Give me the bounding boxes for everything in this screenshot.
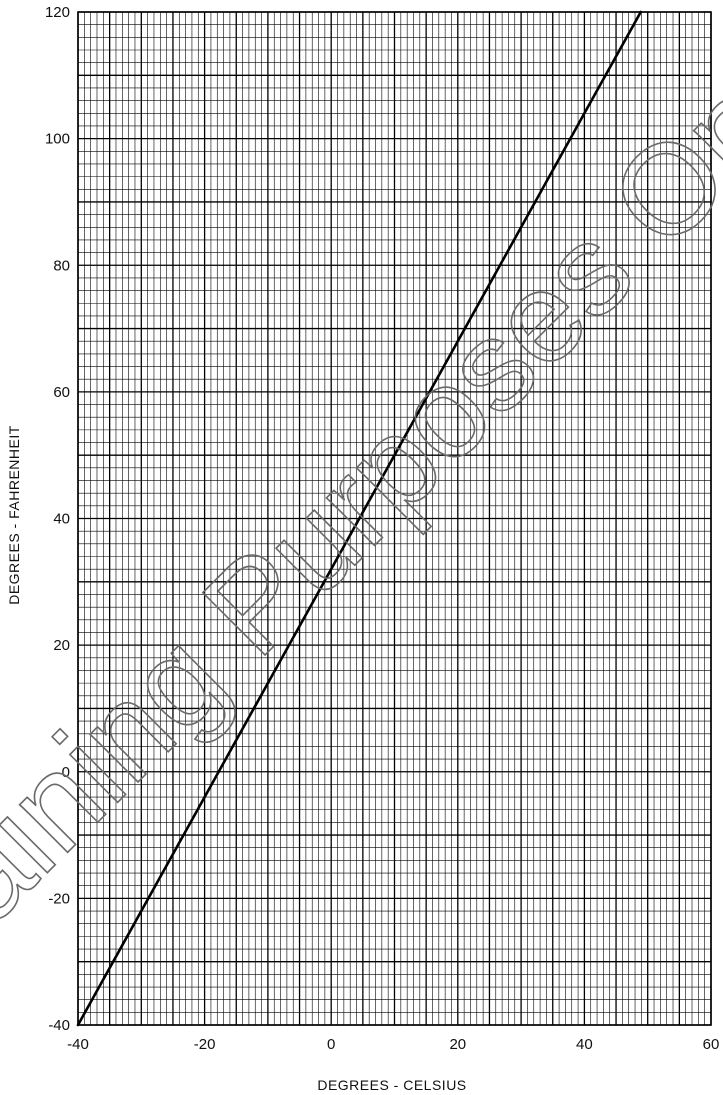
plot-frame xyxy=(77,11,712,1026)
y-tick-label: 60 xyxy=(53,384,70,401)
x-tick-label: -40 xyxy=(67,1036,89,1053)
y-tick-label: -20 xyxy=(48,890,70,907)
x-tick-label: 60 xyxy=(703,1036,720,1053)
series-line-1 xyxy=(76,10,643,1027)
y-tick-label: -40 xyxy=(48,1017,70,1034)
y-axis-tick-labels: -40 -20 0 20 40 60 80 100 120 xyxy=(45,4,70,1034)
y-tick-label: 100 xyxy=(45,131,70,148)
x-tick-label: 0 xyxy=(327,1036,335,1053)
series-layer xyxy=(76,10,643,1027)
x-tick-label: -20 xyxy=(194,1036,216,1053)
x-tick-label: 40 xyxy=(576,1036,593,1053)
y-tick-label: 20 xyxy=(53,637,70,654)
y-tick-label: 40 xyxy=(53,511,70,528)
x-axis-tick-labels: -40 -20 0 20 40 60 xyxy=(67,1036,719,1053)
grid xyxy=(77,11,712,1026)
x-axis-title: DEGREES - CELSIUS xyxy=(317,1077,466,1093)
y-tick-label: 80 xyxy=(53,257,70,274)
y-tick-label: 120 xyxy=(45,4,70,21)
y-tick-label: 0 xyxy=(62,764,70,781)
plot-border xyxy=(77,11,712,1026)
y-axis-title: DEGREES - FAHRENHEIT xyxy=(6,425,22,605)
x-tick-label: 20 xyxy=(449,1036,466,1053)
watermark-text: Training Purposes Only xyxy=(0,0,723,1032)
